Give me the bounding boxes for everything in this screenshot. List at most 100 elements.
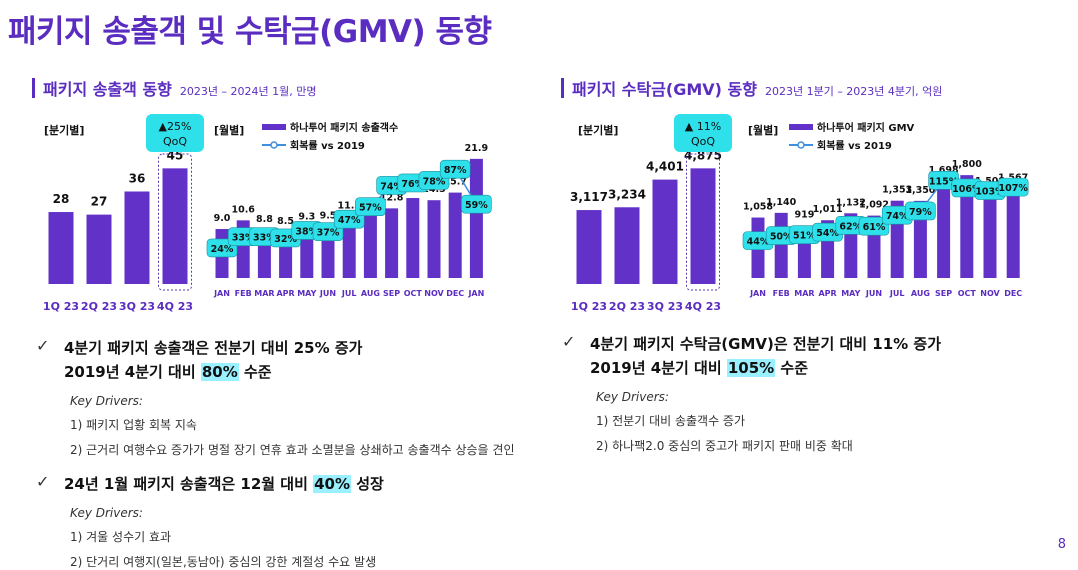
recovery-rate-label: 61% bbox=[863, 222, 886, 233]
quarter-value-label: 28 bbox=[53, 192, 70, 206]
left-section-header: 패키지 송출객 동향 2023년 – 2024년 1월, 만명 bbox=[32, 76, 316, 100]
month-value-label: 1,140 bbox=[766, 197, 796, 208]
recovery-rate-label: 33% bbox=[232, 233, 255, 244]
qoq-badge-value: ▲25% bbox=[159, 120, 192, 133]
right-section-header: 패키지 수탁금(GMV) 동향 2023년 1분기 – 2023년 4분기, 억… bbox=[561, 76, 942, 100]
month-axis-label: JUL bbox=[889, 289, 905, 298]
recovery-rate-label: 24% bbox=[211, 244, 234, 255]
recovery-rate-label: 62% bbox=[839, 221, 862, 232]
quarter-axis-label: 4Q 23 bbox=[685, 300, 721, 313]
quarter-bar bbox=[124, 191, 150, 284]
highlight-value: 105% bbox=[726, 359, 776, 377]
month-value-label: 8.8 bbox=[256, 214, 273, 225]
quarter-axis-label: 1Q 23 bbox=[43, 300, 79, 313]
month-axis-label: FEB bbox=[235, 289, 252, 298]
highlight-value: 40% bbox=[313, 475, 352, 493]
month-axis-label: SEP bbox=[383, 289, 400, 298]
checkmark-icon: ✓ bbox=[36, 336, 50, 355]
quarter-axis-label: 1Q 23 bbox=[571, 300, 607, 313]
bullet-item: ✓ 24년 1월 패키지 송출객은 12월 대비 40% 성장 bbox=[36, 472, 515, 496]
qoq-badge bbox=[674, 114, 732, 152]
month-axis-label: FEB bbox=[773, 289, 790, 298]
recovery-rate-label: 107% bbox=[999, 183, 1029, 194]
monthly-label: [월별] bbox=[214, 123, 244, 137]
month-value-label: 919 bbox=[794, 209, 814, 220]
month-bar bbox=[448, 192, 462, 278]
month-bar bbox=[774, 212, 788, 278]
month-value-label: 1,058 bbox=[743, 202, 773, 213]
key-drivers-label: Key Drivers: bbox=[596, 390, 669, 404]
month-value-label: 1,353 bbox=[882, 185, 912, 196]
quarter-axis-label: 2Q 23 bbox=[609, 300, 645, 313]
month-axis-label: DEC bbox=[1004, 289, 1022, 298]
legend-bar-swatch bbox=[262, 124, 286, 130]
quarter-bar bbox=[614, 207, 640, 284]
key-drivers-label: Key Drivers: bbox=[70, 394, 143, 408]
quarter-bar bbox=[690, 168, 716, 284]
month-value-label: 8.5 bbox=[277, 216, 294, 227]
month-value-label: 1,092 bbox=[859, 200, 889, 211]
highlight-dotted-box bbox=[158, 153, 192, 291]
recovery-rate-label: 32% bbox=[274, 234, 297, 245]
driver-item: 2) 단거리 여행지(일본,동남아) 중심의 강한 계절성 수요 발생 bbox=[70, 555, 377, 569]
page-number: 8 bbox=[1057, 537, 1066, 552]
highlight-value: 80% bbox=[200, 363, 239, 381]
month-value-label: 1,011 bbox=[813, 204, 843, 215]
quarter-value-label: 27 bbox=[91, 195, 108, 209]
recovery-rate-label: 59% bbox=[465, 200, 488, 211]
left-bullets: ✓ 4분기 패키지 송출객은 전분기 대비 25% 증가 2019년 4분기 대… bbox=[36, 336, 515, 570]
month-axis-label: JAN bbox=[749, 289, 766, 298]
month-value-label: 1,132 bbox=[836, 197, 866, 208]
month-axis-label: JAN bbox=[213, 289, 230, 298]
qoq-badge-value: ▲ 11% bbox=[685, 120, 721, 133]
month-value-label: 9.5 bbox=[320, 210, 337, 221]
month-value-label: 1,698 bbox=[929, 165, 959, 176]
quarter-axis-label: 2Q 23 bbox=[81, 300, 117, 313]
month-value-label: 1,350 bbox=[905, 185, 935, 196]
qoq-badge-label: QoQ bbox=[691, 135, 715, 148]
month-value-label: 14.3 bbox=[422, 184, 445, 195]
recovery-rate-label: 79% bbox=[909, 207, 932, 218]
month-bar bbox=[385, 208, 399, 278]
month-value-label: 12.8 bbox=[380, 192, 404, 203]
recovery-rate-label: 54% bbox=[816, 228, 839, 239]
recovery-rate-badge bbox=[461, 194, 492, 214]
month-value-label: 9.3 bbox=[298, 211, 315, 222]
quarterly-label: [분기별] bbox=[578, 123, 618, 137]
month-axis-label: APR bbox=[276, 289, 294, 298]
recovery-rate-label: 115% bbox=[929, 176, 959, 187]
month-axis-label: NOV bbox=[424, 289, 444, 298]
left-subheading: 2023년 – 2024년 1월, 만명 bbox=[179, 85, 317, 98]
month-value-label: 9.0 bbox=[214, 213, 231, 224]
driver-item: 2) 하나팩2.0 중심의 중고가 패키지 판매 비중 확대 bbox=[596, 439, 853, 453]
recovery-rate-label: 38% bbox=[295, 226, 318, 237]
month-value-label: 10.6 bbox=[231, 204, 255, 215]
page-title: 패키지 송출객 및 수탁금(GMV) 동향 bbox=[8, 14, 492, 50]
recovery-rate-label: 47% bbox=[338, 215, 361, 226]
quarter-value-label: 36 bbox=[129, 171, 146, 185]
month-axis-label: DEC bbox=[446, 289, 464, 298]
recovery-rate-label: 33% bbox=[253, 233, 276, 244]
driver-item: 1) 겨울 성수기 효과 bbox=[70, 530, 172, 544]
recovery-rate-badge bbox=[905, 201, 936, 221]
checkmark-icon: ✓ bbox=[36, 472, 50, 491]
section-marker bbox=[32, 78, 35, 98]
month-axis-label: APR bbox=[818, 289, 836, 298]
month-bar bbox=[983, 191, 997, 278]
recovery-rate-label: 87% bbox=[444, 165, 467, 176]
month-axis-label: AUG bbox=[361, 289, 380, 298]
month-axis-label: AUG bbox=[911, 289, 930, 298]
bullet-text: 4분기 패키지 수탁금(GMV)은 전분기 대비 11% 증가 2019년 4분… bbox=[590, 335, 942, 377]
quarter-bar bbox=[86, 214, 112, 284]
driver-item: 1) 패키지 업황 회복 지속 bbox=[70, 418, 197, 432]
quarter-value-label: 3,234 bbox=[608, 187, 646, 201]
month-value-label: 15.7 bbox=[443, 177, 466, 188]
month-axis-label: JUN bbox=[319, 289, 336, 298]
quarter-value-label: 3,117 bbox=[570, 190, 608, 204]
month-value-label: 11.3 bbox=[337, 201, 360, 212]
recovery-rate-label: 57% bbox=[359, 203, 382, 214]
legend-line-marker bbox=[797, 141, 805, 149]
month-axis-label: JUN bbox=[865, 289, 882, 298]
quarter-value-label: 4,401 bbox=[646, 160, 684, 174]
legend-line-label: 회복률 vs 2019 bbox=[817, 139, 892, 152]
